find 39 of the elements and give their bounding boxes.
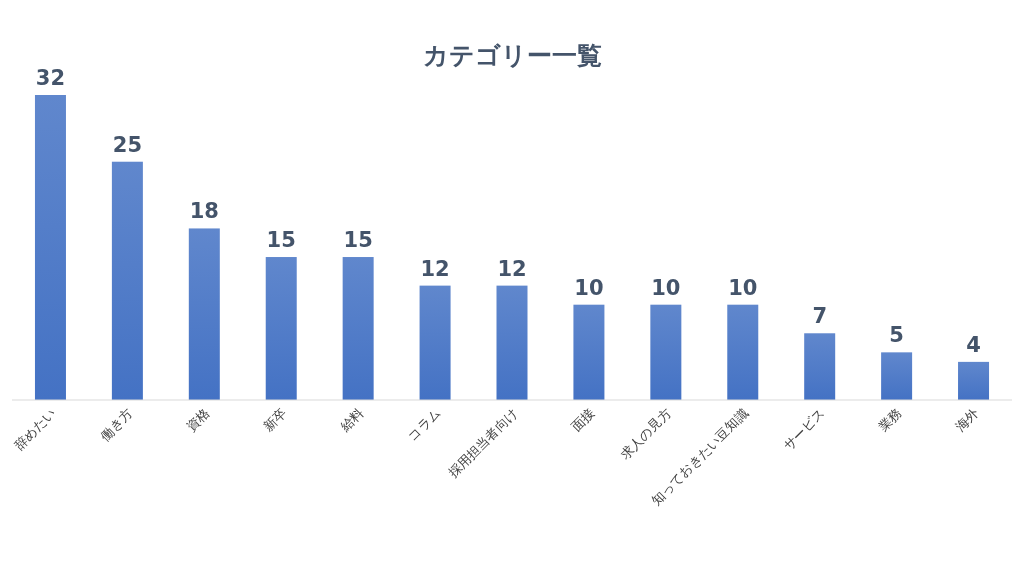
x-tick-label: 資格 [183, 405, 213, 435]
data-label: 32 [35, 66, 66, 90]
data-label: 5 [889, 323, 904, 348]
bar [958, 361, 990, 400]
bar [265, 257, 297, 400]
data-label: 12 [420, 256, 450, 281]
bar [727, 304, 759, 400]
bar [650, 304, 682, 400]
data-label: 25 [112, 132, 142, 157]
x-tick-label: 辞めたい [11, 405, 59, 453]
data-label: 4 [966, 332, 981, 357]
data-label: 12 [497, 256, 527, 281]
data-label: 7 [812, 304, 827, 329]
bar [111, 161, 143, 400]
x-tick-label: 面接 [568, 405, 598, 435]
x-tick-label: 求人の見方 [617, 405, 674, 463]
bar [496, 285, 528, 400]
x-tick-label: 採用担当者向け [445, 405, 521, 481]
x-tick-label: 働き方 [97, 405, 136, 444]
bar [573, 304, 605, 400]
chart-title: カテゴリー一覧 [422, 41, 602, 70]
bar [419, 285, 451, 400]
data-label: 15 [266, 228, 296, 253]
x-tick-label: 業務 [875, 405, 905, 435]
data-label: 10 [651, 275, 681, 300]
data-label: 10 [728, 275, 758, 300]
bar [342, 257, 374, 400]
bar [188, 228, 220, 400]
x-tick-label: 給料 [336, 405, 367, 436]
bar [34, 95, 66, 400]
x-tick-label: コラム [405, 405, 444, 444]
data-label: 10 [574, 275, 604, 300]
x-tick-label: 海外 [952, 405, 982, 435]
data-label: 18 [189, 199, 219, 224]
bar [804, 333, 836, 400]
data-label: 15 [343, 228, 373, 253]
x-tick-label: 新卒 [260, 405, 290, 435]
x-tick-label: サービス [780, 405, 828, 453]
bar [881, 352, 913, 400]
